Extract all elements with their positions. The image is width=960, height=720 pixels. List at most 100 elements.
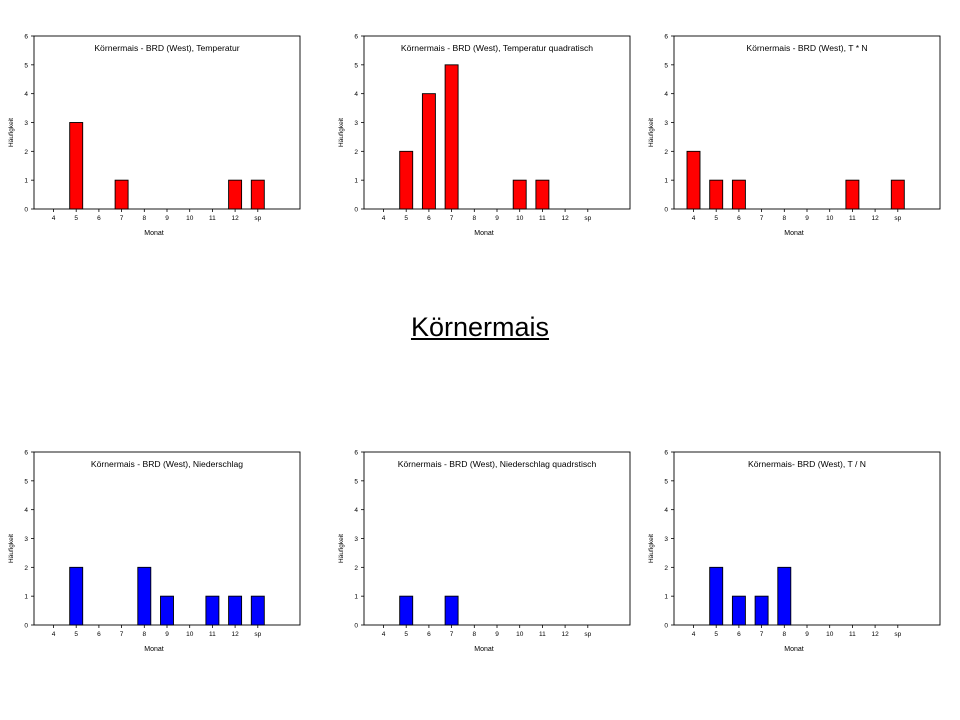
bar [399,595,414,626]
bar [512,179,527,210]
x-tick-label: 4 [52,631,56,638]
x-tick-label: 8 [142,215,146,222]
x-tick-label: 12 [871,215,879,222]
y-axis-label: Häufigkeit [338,534,345,563]
bar [535,179,550,210]
x-tick-label: 10 [826,215,834,222]
x-tick-label: 9 [805,631,809,638]
x-tick-label: 5 [404,215,408,222]
bar [754,595,769,626]
x-tick-label: 12 [561,631,569,638]
y-tick-label: 3 [24,536,28,543]
y-tick-label: 6 [354,34,358,41]
y-tick-label: 2 [664,149,668,156]
bar [399,150,414,210]
bar [137,566,152,626]
y-tick-label: 6 [664,34,668,41]
chart-temperature-quadratic: 0 1 2 3 4 5 6 4 5 6 7 8 9 10 11 12 sp Körnermais - BRD (W… [330,28,631,258]
y-tick-label: 1 [354,178,358,185]
x-tick-label: 7 [450,631,454,638]
bar [421,93,436,210]
x-tick-label: sp [584,631,591,638]
x-tick-label: 7 [760,215,764,222]
x-tick-label: 4 [692,215,696,222]
x-tick-label: 9 [165,631,169,638]
x-axis-label: Monat [784,230,804,237]
bar [69,566,84,626]
y-tick-label: 5 [354,478,358,485]
bar [444,64,459,210]
bar [228,595,243,626]
bar [777,566,792,626]
x-tick-label: 11 [209,215,216,222]
chart-title: Körnermais - BRD (West), Temperatur quad… [401,43,593,53]
x-tick-label: 8 [782,631,786,638]
y-tick-label: 3 [664,536,668,543]
y-tick-label: 0 [664,207,668,214]
x-tick-label: 7 [120,215,124,222]
bar [250,179,265,210]
y-tick-label: 4 [24,507,28,514]
x-tick-label: 9 [495,215,499,222]
x-axis-label: Monat [784,646,804,653]
x-tick-label: 11 [849,215,856,222]
x-tick-label: 7 [450,215,454,222]
y-tick-label: 6 [24,34,28,41]
y-axis-label: Häufigkeit [8,534,15,563]
bar [709,179,724,210]
x-tick-label: 5 [714,215,718,222]
y-tick-label: 5 [664,62,668,69]
x-tick-label: 7 [760,631,764,638]
x-tick-label: 12 [871,631,879,638]
x-tick-label: 6 [737,631,741,638]
y-tick-label: 1 [24,594,28,601]
x-tick-label: 12 [231,631,239,638]
x-tick-label: 4 [382,215,386,222]
chart-title: Körnermais - BRD (West), Temperatur [94,43,239,53]
x-tick-label: sp [254,631,261,638]
bar [731,595,746,626]
y-tick-label: 4 [24,91,28,98]
bar [205,595,220,626]
bar [709,566,724,626]
y-tick-label: 1 [354,594,358,601]
x-tick-label: 10 [826,631,834,638]
y-tick-label: 4 [354,91,358,98]
x-axis-label: Monat [474,646,494,653]
y-tick-label: 5 [24,478,28,485]
y-tick-label: 0 [24,207,28,214]
x-tick-label: 5 [74,215,78,222]
x-tick-label: 9 [165,215,169,222]
x-tick-label: 8 [142,631,146,638]
x-tick-label: 11 [209,631,216,638]
x-tick-label: 10 [186,215,194,222]
y-tick-label: 0 [354,623,358,630]
y-tick-label: 2 [24,149,28,156]
x-tick-label: 5 [404,631,408,638]
bar [69,122,84,210]
chart-title: Körnermais - BRD (West), Niederschlag [91,459,243,469]
x-tick-label: 10 [186,631,194,638]
x-tick-label: 10 [516,215,524,222]
y-tick-label: 5 [664,478,668,485]
x-tick-label: 8 [472,631,476,638]
y-tick-label: 4 [664,91,668,98]
bar [890,179,905,210]
y-tick-label: 2 [354,565,358,572]
bar [160,595,174,626]
y-axis-label: Häufigkeit [648,534,655,563]
y-tick-label: 1 [24,178,28,185]
chart-t-over-n: 0 1 2 3 4 5 6 4 5 6 7 8 9 10 11 12 sp Körnermais- BRD (We… [640,444,941,674]
bar [845,179,860,210]
x-tick-label: 9 [495,631,499,638]
bar [731,179,746,210]
x-tick-label: 6 [427,631,431,638]
x-tick-label: sp [894,215,901,222]
y-tick-label: 3 [354,120,358,127]
x-tick-label: 4 [52,215,56,222]
x-tick-label: 5 [74,631,78,638]
x-tick-label: sp [584,215,591,222]
